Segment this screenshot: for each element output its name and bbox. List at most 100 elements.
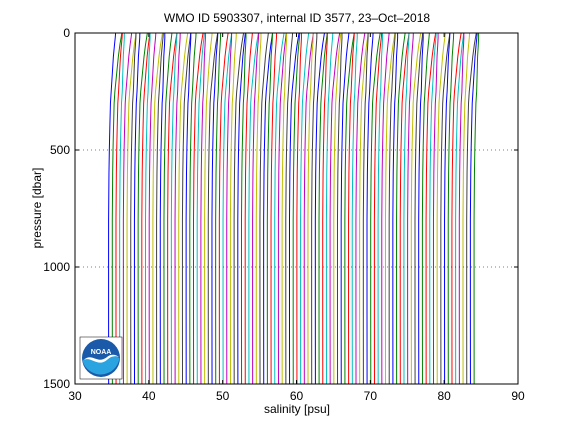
profile-line bbox=[425, 32, 437, 385]
profile-line bbox=[399, 32, 410, 385]
x-axis-label: salinity [psu] bbox=[264, 402, 330, 416]
y-tick-label: 500 bbox=[50, 143, 70, 157]
profile-line bbox=[270, 32, 278, 385]
profile-line bbox=[351, 32, 358, 385]
profile-line bbox=[215, 32, 222, 385]
profile-line bbox=[392, 33, 399, 385]
profile-line bbox=[163, 32, 173, 385]
profile-line bbox=[318, 32, 328, 385]
x-tick-label: 60 bbox=[290, 389, 304, 403]
profile-line bbox=[333, 32, 342, 385]
profile-line bbox=[189, 32, 197, 385]
profile-line bbox=[196, 32, 205, 385]
profile-line bbox=[126, 32, 137, 385]
profile-line bbox=[348, 32, 355, 385]
profile-line bbox=[152, 32, 163, 385]
profile-line bbox=[181, 32, 192, 385]
profile-line bbox=[384, 32, 396, 385]
chart-title: WMO ID 5903307, internal ID 3577, 23–Oct… bbox=[164, 11, 430, 25]
profile-line bbox=[211, 32, 219, 385]
profile-line bbox=[130, 32, 137, 385]
profile-line bbox=[259, 32, 269, 385]
profile-line bbox=[255, 32, 262, 385]
profile-line bbox=[174, 32, 181, 385]
logo-bird bbox=[84, 354, 119, 363]
x-tick-label: 30 bbox=[68, 389, 82, 403]
profile-line bbox=[366, 32, 374, 385]
profile-line bbox=[303, 32, 314, 385]
profile-line bbox=[370, 32, 381, 385]
profile-line bbox=[156, 32, 164, 385]
profile-line bbox=[440, 32, 451, 385]
profile-line bbox=[458, 32, 465, 385]
profile-line bbox=[307, 32, 314, 385]
profile-line bbox=[421, 32, 430, 385]
profile-line bbox=[473, 32, 480, 385]
profile-line bbox=[444, 32, 451, 385]
profile-line bbox=[252, 32, 260, 385]
x-tick-label: 40 bbox=[142, 389, 156, 403]
profile-line bbox=[229, 32, 237, 385]
y-tick-label: 1000 bbox=[43, 260, 70, 274]
profile-line bbox=[322, 32, 328, 385]
profile-line bbox=[145, 32, 151, 385]
profile-line bbox=[277, 32, 287, 385]
profile-line bbox=[344, 32, 355, 385]
profile-line bbox=[359, 32, 369, 385]
profile-line bbox=[300, 32, 310, 385]
profile-line bbox=[222, 32, 233, 385]
profile-line bbox=[148, 32, 157, 385]
profile-line bbox=[377, 32, 384, 385]
profile-line bbox=[436, 32, 446, 385]
profile-line bbox=[185, 32, 192, 385]
logo-water bbox=[82, 355, 120, 375]
profile-line bbox=[314, 32, 325, 385]
profile-line bbox=[137, 32, 148, 385]
profile-line bbox=[403, 32, 410, 385]
profile-line bbox=[373, 32, 383, 385]
profile-line bbox=[141, 32, 151, 385]
profile-line bbox=[207, 32, 219, 385]
profile-line bbox=[159, 32, 166, 385]
profile-line bbox=[451, 32, 462, 385]
profile-line bbox=[381, 32, 390, 385]
profile-line bbox=[178, 32, 189, 385]
profile-line bbox=[281, 32, 288, 385]
profile-line bbox=[292, 32, 301, 385]
profile-line bbox=[410, 32, 422, 385]
profiles-group bbox=[108, 32, 480, 385]
profile-line bbox=[362, 33, 369, 385]
profile-line bbox=[226, 32, 233, 385]
profile-line bbox=[167, 32, 178, 385]
profile-line bbox=[340, 32, 350, 385]
y-axis-ticks: 0 500 1000 1500 bbox=[43, 26, 518, 391]
y-tick-label: 0 bbox=[63, 26, 70, 40]
x-tick-label: 80 bbox=[437, 389, 451, 403]
profile-line bbox=[396, 32, 406, 385]
profile-line bbox=[244, 32, 253, 385]
x-tick-label: 50 bbox=[216, 389, 230, 403]
profile-line bbox=[462, 32, 471, 385]
profile-line bbox=[200, 32, 206, 385]
profile-line bbox=[325, 32, 334, 385]
y-axis-label: pressure [dbar] bbox=[30, 168, 44, 249]
profile-line bbox=[218, 32, 229, 385]
profile-line bbox=[388, 32, 396, 385]
profile-line bbox=[237, 32, 246, 385]
profile-line bbox=[418, 32, 424, 385]
profile-line bbox=[285, 32, 294, 385]
profile-line bbox=[193, 32, 204, 385]
y-tick-label: 1500 bbox=[43, 377, 70, 391]
profile-line bbox=[111, 32, 123, 385]
profile-line bbox=[311, 32, 318, 385]
profile-line bbox=[233, 32, 245, 385]
profile-line bbox=[447, 32, 455, 385]
profile-line bbox=[170, 32, 178, 385]
profile-line bbox=[119, 32, 125, 385]
noaa-logo: NOAA bbox=[79, 336, 123, 380]
profile-line bbox=[296, 32, 302, 385]
profile-line bbox=[414, 32, 424, 385]
profile-line bbox=[432, 32, 439, 385]
